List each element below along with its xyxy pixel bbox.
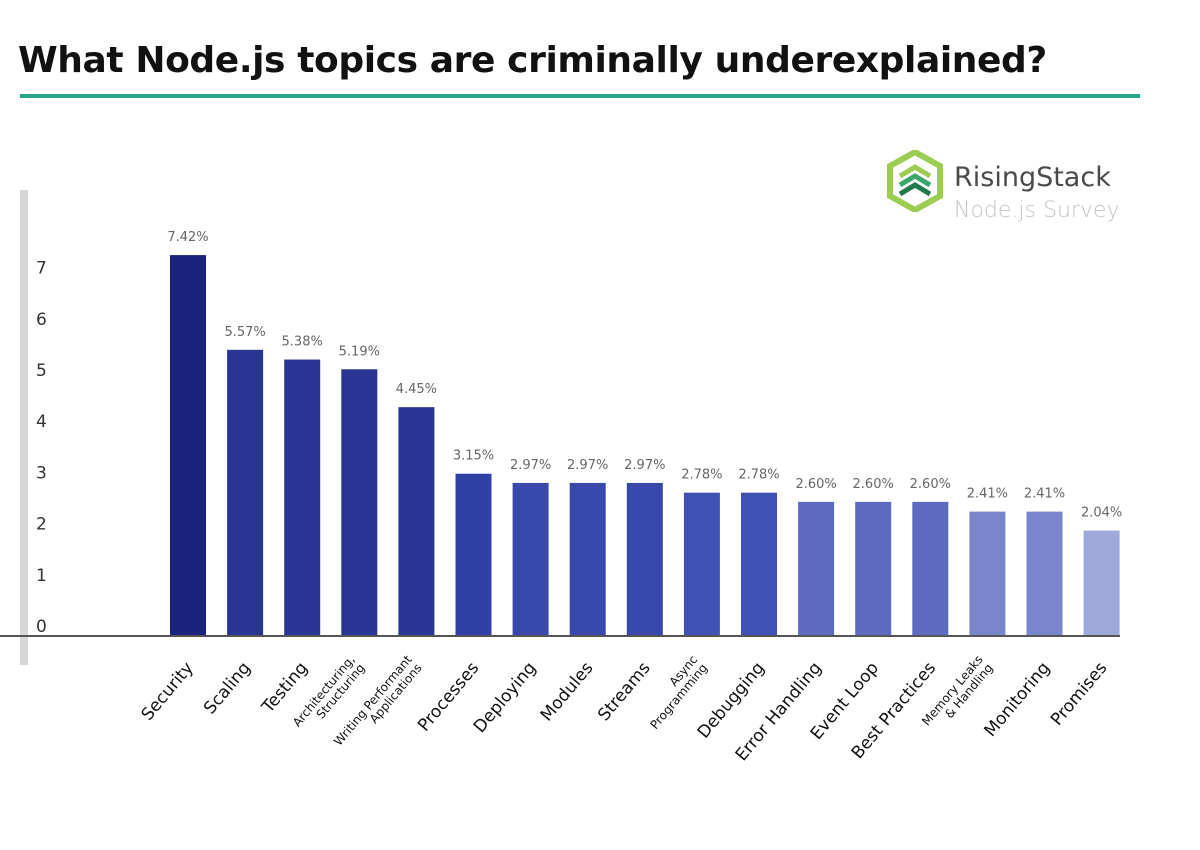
y-tick-label: 7: [36, 259, 47, 279]
data-label: 2.04%: [1081, 506, 1122, 521]
data-label: 2.97%: [567, 458, 608, 473]
category-label: Modules: [537, 658, 598, 725]
category-label-group: Security: [138, 658, 198, 724]
category-label-group: Streams: [594, 658, 655, 725]
bar: [398, 407, 435, 635]
risingstack-hexagon-icon: [887, 150, 943, 212]
title-underline: [20, 94, 1140, 98]
y-tick-label: 0: [36, 617, 47, 637]
logo-name: RisingStack: [954, 162, 1111, 193]
bar: [455, 473, 492, 635]
logo-subtitle: Node.js Survey: [954, 198, 1120, 223]
data-label: 2.41%: [1024, 487, 1065, 502]
y-tick-label: 6: [36, 310, 47, 330]
bar: [1083, 530, 1120, 635]
category-label: Security: [138, 658, 198, 724]
y-tick-label: 1: [36, 566, 47, 586]
bar: [683, 492, 720, 635]
category-label-group: Modules: [537, 658, 598, 725]
data-label: 3.15%: [453, 449, 494, 464]
chart-title: What Node.js topics are criminally under…: [18, 40, 1047, 81]
y-tick-label: 2: [36, 515, 47, 535]
data-label: 2.41%: [967, 487, 1008, 502]
data-label: 5.19%: [339, 344, 380, 359]
data-label: 2.60%: [795, 477, 836, 492]
data-label: 5.57%: [224, 325, 265, 340]
bar: [170, 255, 206, 635]
bar: [912, 501, 949, 635]
category-label-group: Scaling: [200, 658, 255, 718]
category-label: Scaling: [200, 658, 255, 718]
data-label: 4.45%: [396, 382, 437, 397]
y-axis-rail: [20, 190, 28, 665]
category-label-group: Promises: [1047, 658, 1112, 730]
bar: [569, 482, 606, 635]
bar: [798, 501, 835, 635]
data-label: 2.60%: [910, 477, 951, 492]
data-label: 2.78%: [681, 468, 722, 483]
bar: [341, 369, 378, 635]
bar: [512, 482, 549, 635]
data-label: 2.78%: [738, 468, 779, 483]
bar: [855, 501, 892, 635]
risingstack-logo: RisingStack Node.js Survey: [884, 150, 1134, 230]
y-tick-label: 5: [36, 361, 47, 381]
bar: [626, 482, 663, 635]
bar: [741, 492, 777, 635]
category-label: Promises: [1047, 658, 1112, 730]
bar: [284, 359, 321, 635]
y-tick-label: 3: [36, 463, 47, 483]
y-tick-label: 4: [36, 412, 47, 432]
bar: [227, 349, 264, 635]
category-label: Streams: [594, 658, 655, 725]
data-label: 2.97%: [624, 458, 665, 473]
data-label: 2.60%: [853, 477, 894, 492]
data-label: 5.38%: [282, 335, 323, 350]
data-label: 2.97%: [510, 458, 551, 473]
bar: [969, 511, 1006, 635]
bar: [1026, 511, 1063, 635]
data-label: 7.42%: [167, 230, 208, 245]
